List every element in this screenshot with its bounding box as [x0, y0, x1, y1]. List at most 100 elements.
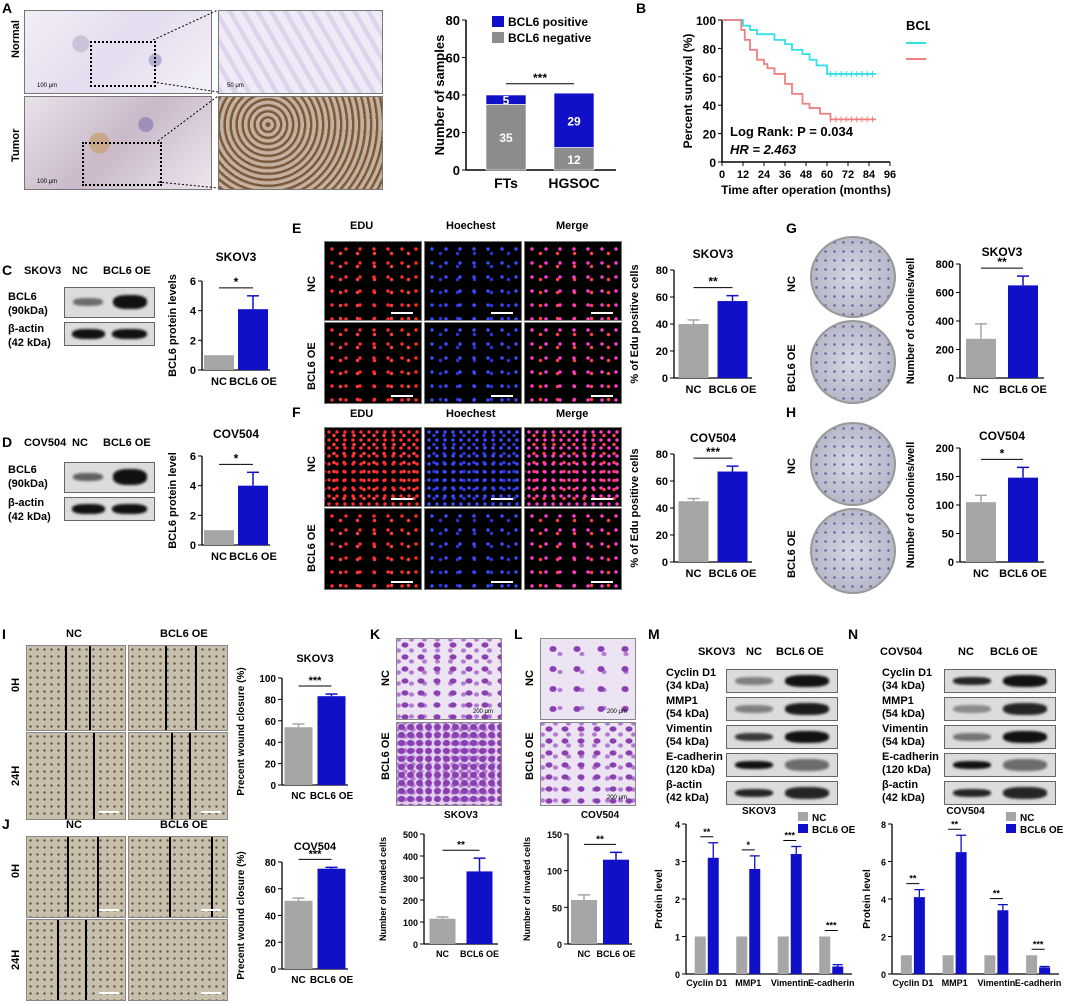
colony-dish-h-nc: [810, 422, 896, 506]
blot-m-strip: [726, 781, 838, 805]
blot-n-row-size: (54 kDa): [882, 708, 925, 720]
x-tick-label: MMP1: [942, 978, 968, 988]
bar-chart-g: 0 200 400 600 800 NC BCL6 OE **SKOV3 Number of c…: [905, 245, 1047, 396]
y-tick-label: 0: [413, 940, 418, 950]
y-tick-label: 2: [881, 933, 886, 943]
x-tick-label: BCL6 OE: [999, 568, 1047, 580]
k-row-nc: NC: [380, 670, 392, 686]
blot-d-bcl6: [64, 462, 155, 493]
y-tick-label: 4: [675, 820, 680, 830]
j-col-nc: NC: [66, 819, 82, 831]
chart-title: SKOV3: [444, 810, 478, 821]
data-label: 5: [503, 94, 510, 108]
significance-label: **: [993, 889, 1001, 899]
significance-label: ***: [706, 445, 720, 459]
f-col-merge: Merge: [556, 408, 589, 420]
bar-chart-n: 0 2 4 6 8 ** Cyclin D1 ** MMP1 ** Vimentin *** E-cad…: [862, 806, 1064, 988]
bar-chart-l: 0 50 100 150 NC BCL6 OE ** COV504 Number of inva…: [522, 810, 636, 959]
f-row-nc: NC: [306, 456, 318, 472]
bar-chart-j: 0 20 40 60 80 NC BCL6 OE ***COV504 Precent wound…: [236, 841, 353, 986]
bar-bcl6-oe: [832, 966, 844, 974]
l-row-oe: BCL6 OE: [524, 732, 536, 780]
survival-series-high: [722, 19, 876, 121]
y-tick-label: 60: [446, 51, 460, 66]
significance-label: **: [596, 834, 604, 845]
legend-swatch: [1006, 824, 1016, 833]
y-axis-label: Percent survival (%): [681, 34, 695, 149]
x-tick-label: BCL6 OE: [596, 949, 635, 959]
y-tick-label: 60: [265, 717, 277, 728]
x-tick-label: 12: [737, 169, 749, 181]
bar-bcl6-oe: [790, 854, 802, 974]
x-tick-label: NC: [578, 949, 591, 959]
panel-label-f: F: [292, 404, 301, 420]
zoom-connector-lines: [152, 9, 219, 189]
blot-n-nc: NC: [958, 646, 974, 658]
wound-j-oe-24h: [128, 919, 228, 1001]
y-tick-label: 100: [259, 674, 276, 685]
x-tick-label: 72: [842, 169, 854, 181]
blot-n-strip: [944, 781, 1056, 805]
y-axis-label: Number of invaded cells: [522, 837, 532, 941]
blot-c-oe: BCL6 OE: [103, 265, 151, 277]
bar-segment-bcl6-negative: [485, 104, 527, 171]
y-axis-label: % of Edu positive cells: [629, 264, 641, 383]
y-tick-label: 100: [547, 867, 562, 877]
bar-chart-d: 0 2 4 6 NC BCL6 OE * COV504 BCL6 protein level: [167, 427, 277, 563]
bar-bcl6-oe: [1008, 477, 1038, 562]
i-row-24h: 24H: [10, 765, 22, 786]
f-row-oe: BCL6 OE: [306, 524, 318, 572]
blot-c-nc: NC: [72, 265, 88, 277]
y-tick-label: 20: [703, 128, 717, 142]
y-tick-label: 20: [265, 938, 277, 949]
chart-title: SKOV3: [216, 250, 257, 264]
blot-d-cell: COV504: [24, 437, 67, 449]
bar-chart-h: 0 50 100 150 200 NC BCL6 OE * COV504 Number of co…: [905, 429, 1047, 580]
blot-n-strip: [944, 697, 1056, 721]
x-tick-label: Cyclin D1: [892, 978, 933, 988]
y-tick-label: 40: [656, 319, 668, 331]
y-tick-label: 0: [270, 781, 276, 792]
chart-title: COV504: [294, 841, 337, 853]
chart-title: COV504: [213, 427, 259, 441]
data-label: 29: [567, 114, 581, 128]
invasion-k-oe: [396, 722, 502, 806]
y-tick-label: 100: [696, 14, 716, 28]
blot-m-strip: [726, 753, 838, 777]
j-row-0h: 0H: [10, 863, 22, 878]
bar-bcl6-oe: [913, 897, 925, 974]
survival-curve-b: 0 20 40 60 80 100 0 12 24 36 48 60 72 84 96 Time after …: [681, 14, 930, 197]
y-tick-label: 400: [403, 852, 418, 862]
bar-nc: [678, 324, 709, 378]
x-tick-label: BCL6 OE: [229, 376, 277, 388]
x-tick-label: BCL6 OE: [999, 384, 1047, 396]
x-tick-label: NC: [686, 568, 702, 580]
blot-m-row-name: Vimentin: [666, 723, 713, 735]
y-tick-label: 60: [265, 885, 277, 896]
fluor-e-nc-hoechst: [424, 241, 522, 321]
y-tick-label: 0: [662, 373, 668, 385]
chart-title: SKOV3: [693, 247, 734, 261]
y-tick-label: 20: [446, 126, 460, 141]
blot-d-nc: NC: [72, 437, 88, 449]
fluor-e-oe-edu: [324, 322, 422, 404]
x-tick-label: Cyclin D1: [686, 978, 727, 988]
blot-c-row2-size: (42 kDa): [8, 337, 51, 349]
bar-nc: [678, 501, 709, 562]
x-tick-label: NC: [973, 568, 989, 580]
bar-chart-k: 0 100 200 300 400 500 NC BCL6 OE ** SKOV3 Number o…: [378, 810, 499, 959]
blot-n-oe: BCL6 OE: [990, 646, 1038, 658]
y-tick-label: 0: [190, 540, 196, 552]
g-row-nc: NC: [786, 276, 798, 292]
y-tick-label: 300: [403, 874, 418, 884]
significance-label: ***: [533, 71, 547, 85]
legend-label: NC: [812, 813, 826, 824]
chart-title: COV504: [581, 810, 620, 821]
blot-m-row-size: (54 kDa): [666, 708, 709, 720]
legend-title: BCL6 expression: [906, 18, 930, 33]
bar-bcl6-oe: [717, 471, 748, 562]
significance-label: **: [457, 840, 465, 851]
y-tick-label: 2: [190, 335, 196, 347]
x-tick-label: BCL6 OE: [310, 791, 354, 802]
y-tick-label: 200: [936, 443, 954, 455]
